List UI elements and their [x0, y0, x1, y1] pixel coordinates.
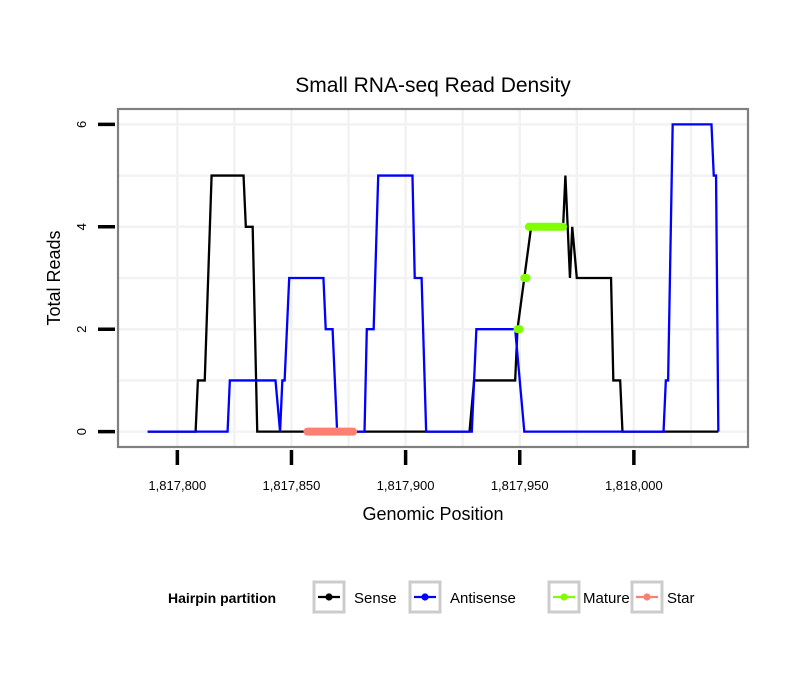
chart-title: Small RNA-seq Read Density [295, 74, 571, 97]
legend-item-sense: Sense [312, 580, 397, 614]
series-antisense-line [147, 123, 720, 433]
legend-label: Star [667, 590, 695, 607]
x-tick-label: 1,817,800 [148, 478, 206, 493]
legend-key-point [325, 593, 333, 601]
x-tick-label: 1,818,000 [605, 478, 663, 493]
y-tick-label: 6 [74, 121, 89, 128]
legend-item-antisense: Antisense [408, 580, 516, 614]
legend: Hairpin partition Sense Antisense Mature St… [168, 580, 695, 614]
plot-border [116, 107, 750, 449]
x-axis: 1,817,800 1,817,850 1,817,900 1,817,950 1,81… [148, 450, 663, 493]
legend-label: Antisense [450, 590, 516, 607]
x-tick-label: 1,817,950 [491, 478, 549, 493]
y-tick-label: 0 [74, 428, 89, 435]
y-tick-label: 4 [74, 223, 89, 230]
x-axis-title: Genomic Position [362, 504, 503, 524]
series-layer [147, 123, 720, 436]
y-axis-title: Total Reads [44, 230, 64, 325]
legend-item-star: Star [630, 580, 695, 614]
legend-title: Hairpin partition [168, 590, 276, 606]
legend-key-point [421, 593, 429, 601]
x-tick-label: 1,817,900 [377, 478, 435, 493]
y-tick-label: 2 [74, 326, 89, 333]
legend-key-point [643, 593, 651, 601]
legend-item-mature: Mature [547, 580, 630, 614]
legend-key-point [560, 593, 568, 601]
legend-label: Sense [354, 590, 397, 607]
legend-label: Mature [583, 590, 630, 607]
y-axis: 0 2 4 6 [74, 121, 115, 435]
x-tick-label: 1,817,850 [263, 478, 321, 493]
